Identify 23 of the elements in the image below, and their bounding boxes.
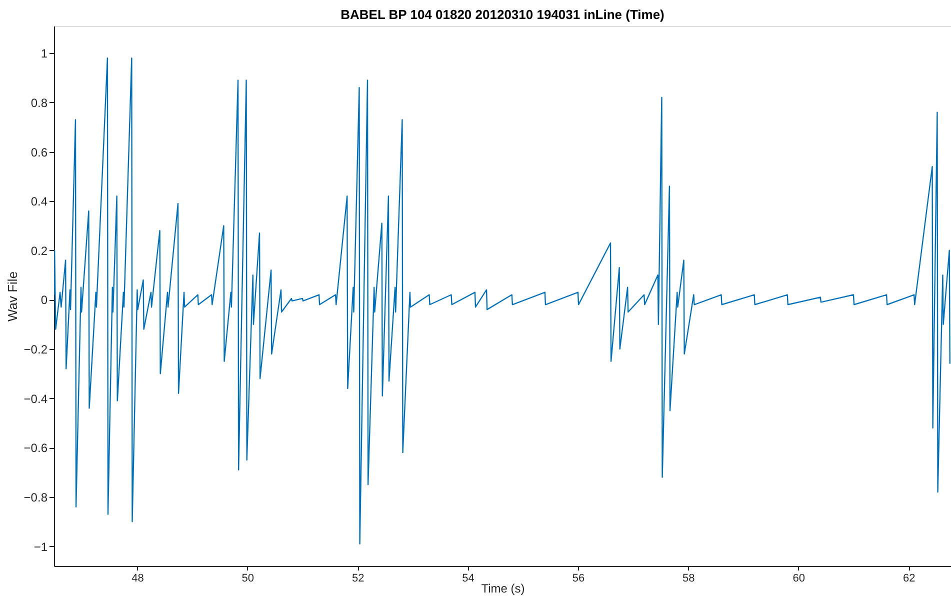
- x-tick-label: 50: [242, 572, 254, 584]
- x-tick-label: 62: [902, 572, 916, 584]
- x-axis-title: Time (s): [481, 582, 525, 596]
- line-series: [54, 57, 950, 544]
- y-tick-label: −0.2: [24, 342, 48, 357]
- y-axis-title: Wav File: [4, 271, 20, 322]
- y-tick-label: −0.4: [24, 392, 48, 406]
- y-tick-label: −1: [34, 540, 48, 554]
- x-tick-label: 52: [352, 572, 364, 584]
- x-tick-label: 58: [682, 572, 695, 584]
- y-tick-label: −0.6: [24, 441, 48, 456]
- x-tick-label: 48: [132, 572, 144, 584]
- y-tick-label: 1: [40, 46, 48, 61]
- chart-title: BABEL BP 104 01820 20120310 194031 inLine (Time): [340, 7, 664, 22]
- y-tick-label: 0.6: [30, 145, 48, 160]
- x-tick-label: 54: [462, 572, 474, 584]
- y-tick-label: 0.4: [30, 194, 48, 209]
- x-tick-label: 56: [572, 572, 585, 584]
- y-tick-label: 0.2: [30, 244, 48, 258]
- y-tick-label: 0: [40, 293, 48, 308]
- y-tick-label: −0.8: [24, 490, 48, 504]
- x-tick-label: 60: [792, 572, 806, 584]
- y-tick-label: 0.8: [30, 96, 48, 110]
